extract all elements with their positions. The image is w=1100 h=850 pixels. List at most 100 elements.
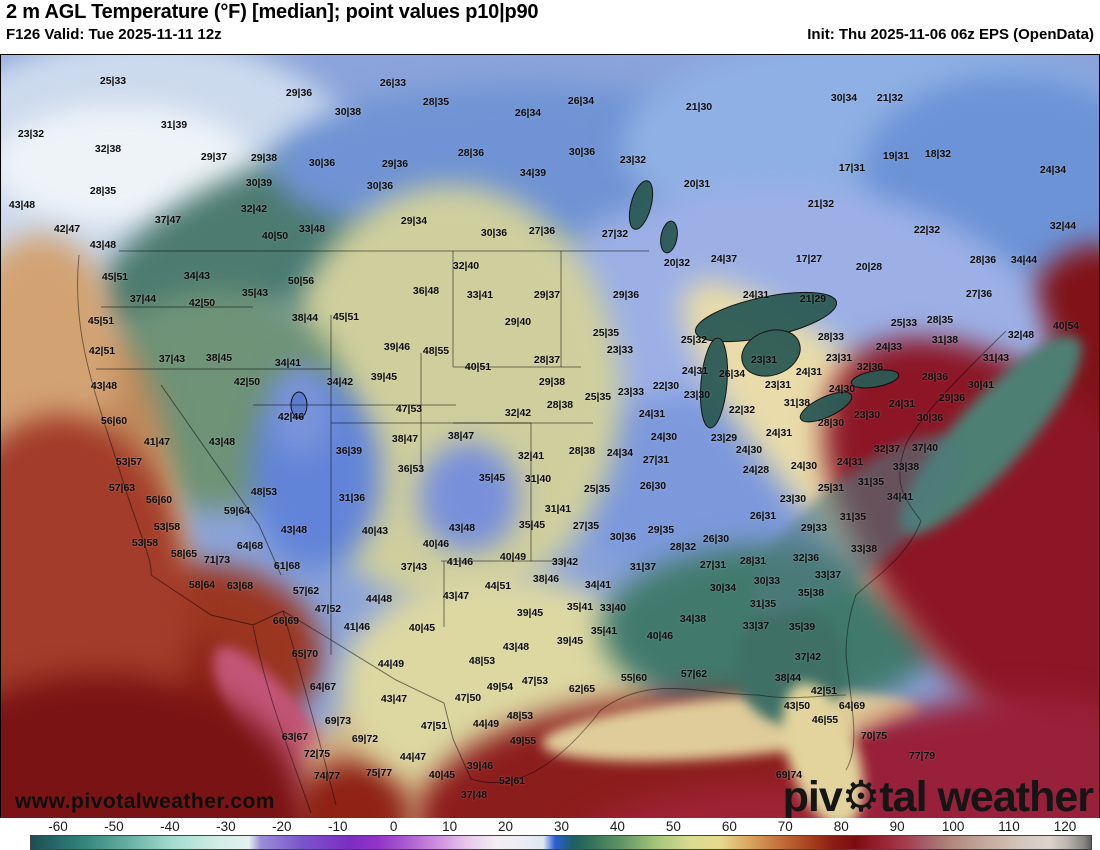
point-value: 46|55 <box>811 714 839 726</box>
great-lakes <box>290 180 900 429</box>
point-value: 43|48 <box>448 522 476 534</box>
point-value: 30|39 <box>245 177 273 189</box>
point-value: 53|58 <box>131 537 159 549</box>
point-value: 33|37 <box>742 620 770 632</box>
point-value: 33|48 <box>298 223 326 235</box>
point-value: 37|42 <box>794 651 822 663</box>
point-value: 47|53 <box>521 675 549 687</box>
point-value: 28|32 <box>669 541 697 553</box>
point-value: 24|33 <box>875 341 903 353</box>
point-value: 40|45 <box>408 622 436 634</box>
point-value: 31|43 <box>982 352 1010 364</box>
point-value: 30|36 <box>308 157 336 169</box>
point-value: 36|53 <box>397 463 425 475</box>
point-value: 23|31 <box>825 352 853 364</box>
point-value: 74|77 <box>313 770 341 782</box>
point-value: 35|39 <box>788 621 816 633</box>
point-value: 37|40 <box>911 442 939 454</box>
point-value: 29|36 <box>381 158 409 170</box>
point-value: 40|49 <box>499 551 527 563</box>
point-value: 40|51 <box>464 361 492 373</box>
point-value: 23|32 <box>17 128 45 140</box>
point-value: 24|31 <box>836 456 864 468</box>
point-value: 35|45 <box>478 472 506 484</box>
colorbar-tick-label: 100 <box>941 819 965 834</box>
point-value: 41|46 <box>446 556 474 568</box>
point-value: 44|49 <box>377 658 405 670</box>
point-value: 43|50 <box>783 700 811 712</box>
point-value: 42|47 <box>53 223 81 235</box>
point-value: 27|36 <box>528 225 556 237</box>
point-value: 49|54 <box>486 681 514 693</box>
point-value: 45|51 <box>101 271 129 283</box>
point-value: 17|27 <box>795 253 823 265</box>
point-value: 29|38 <box>538 376 566 388</box>
point-value: 53|57 <box>115 456 143 468</box>
point-value: 29|37 <box>200 151 228 163</box>
point-value: 75|77 <box>365 767 393 779</box>
point-value: 28|37 <box>533 354 561 366</box>
point-value: 70|75 <box>860 730 888 742</box>
point-value: 43|47 <box>442 590 470 602</box>
point-value: 22|30 <box>652 380 680 392</box>
point-value: 25|33 <box>890 317 918 329</box>
colorbar-tick-label: 30 <box>553 819 570 834</box>
point-value: 37|43 <box>158 353 186 365</box>
colorbar-tick-label: 70 <box>777 819 793 834</box>
point-value: 31|39 <box>160 119 188 131</box>
point-value: 41|46 <box>343 621 371 633</box>
point-value: 21|29 <box>799 293 827 305</box>
point-value: 50|56 <box>287 275 315 287</box>
point-value: 25|31 <box>817 482 845 494</box>
point-value: 26|34 <box>514 107 542 119</box>
point-value: 59|64 <box>223 505 251 517</box>
point-value: 40|45 <box>428 769 456 781</box>
point-value: 19|31 <box>882 150 910 162</box>
point-value: 23|30 <box>779 493 807 505</box>
point-value: 31|35 <box>749 598 777 610</box>
point-value: 29|36 <box>938 392 966 404</box>
point-value: 44|49 <box>472 718 500 730</box>
colorbar-tick-label: -50 <box>104 819 124 834</box>
colorbar-tick-label: -20 <box>272 819 292 834</box>
point-value: 30|36 <box>916 412 944 424</box>
point-value: 31|38 <box>931 334 959 346</box>
point-value: 24|31 <box>638 408 666 420</box>
point-value: 33|38 <box>850 543 878 555</box>
point-value: 34|41 <box>584 579 612 591</box>
brand-logo: piv⚙tal weather <box>782 773 1094 819</box>
point-value: 37|44 <box>129 293 157 305</box>
point-value: 42|51 <box>810 685 838 697</box>
colorbar-tick-label: 90 <box>889 819 905 834</box>
field-colorado-cold <box>419 442 519 552</box>
point-value: 27|35 <box>572 520 600 532</box>
colorbar-tick-label: -40 <box>160 819 180 834</box>
point-value: 43|48 <box>502 641 530 653</box>
point-value: 29|40 <box>504 316 532 328</box>
point-value: 71|73 <box>203 554 231 566</box>
point-value: 26|33 <box>379 77 407 89</box>
point-value: 39|45 <box>556 635 584 647</box>
point-value: 52|61 <box>498 775 526 787</box>
point-value: 58|64 <box>188 579 216 591</box>
point-value: 29|36 <box>612 289 640 301</box>
point-value: 28|36 <box>969 254 997 266</box>
point-value: 48|53 <box>506 710 534 722</box>
point-value: 20|31 <box>683 178 711 190</box>
point-value: 37|47 <box>154 214 182 226</box>
point-value: 30|36 <box>568 146 596 158</box>
point-value: 20|32 <box>663 257 691 269</box>
point-value: 23|30 <box>853 409 881 421</box>
colorbar: -60 -50 -40 -30 -20 -10 0 10 20 30 40 50 60 70 80 90 100… <box>0 818 1100 850</box>
point-value: 31|35 <box>839 511 867 523</box>
point-value: 24|31 <box>681 365 709 377</box>
point-value: 21|32 <box>876 92 904 104</box>
point-value: 43|48 <box>280 524 308 536</box>
point-value: 40|46 <box>646 630 674 642</box>
point-value: 41|47 <box>143 436 171 448</box>
point-value: 43|48 <box>89 239 117 251</box>
point-value: 49|55 <box>509 735 537 747</box>
point-value: 35|41 <box>566 601 594 613</box>
point-value: 24|37 <box>710 253 738 265</box>
